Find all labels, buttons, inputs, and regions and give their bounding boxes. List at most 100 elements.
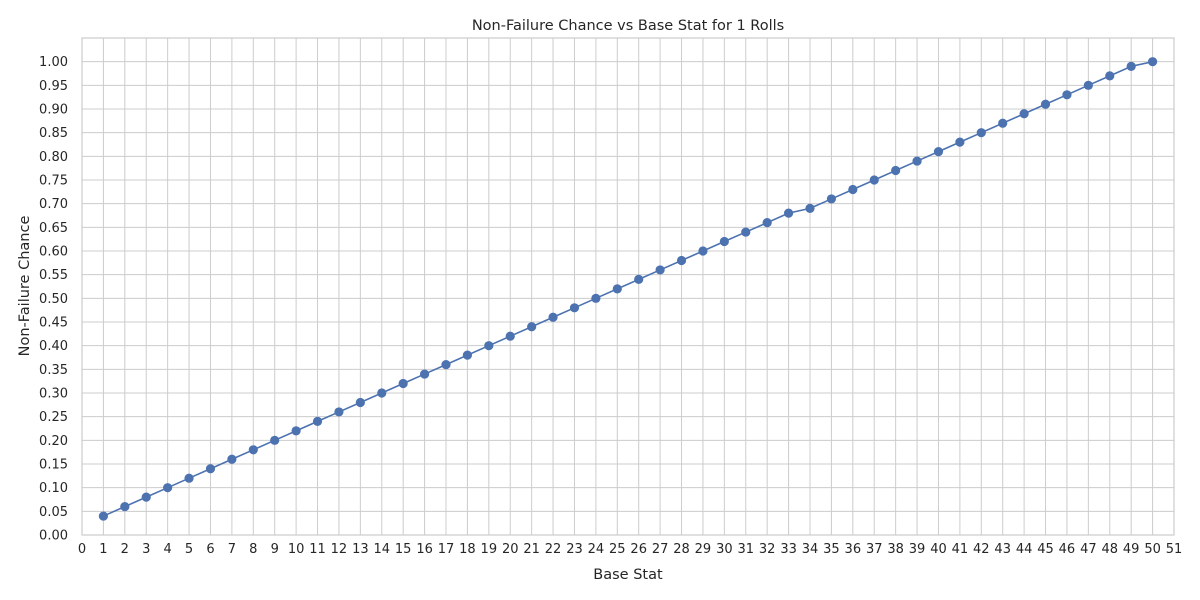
x-tick-label: 49 [1123,542,1140,557]
data-point [869,175,879,185]
data-point [1126,61,1136,71]
x-tick-label: 6 [206,542,214,557]
data-point [976,128,986,138]
x-tick-label: 12 [331,542,348,557]
data-point [270,435,280,445]
data-point [227,454,237,464]
y-tick-label: 0.85 [39,126,68,141]
y-tick-label: 0.50 [39,292,68,307]
x-tick-label: 19 [481,542,498,557]
data-point [312,416,323,426]
x-tick-label: 9 [271,542,279,557]
data-point [441,360,451,370]
y-tick-label: 0.40 [39,339,68,354]
y-tick-label: 0.65 [39,221,68,236]
x-tick-label: 51 [1166,542,1183,557]
data-point [248,445,258,455]
data-point [762,218,772,228]
y-tick-label: 0.55 [39,268,68,283]
x-tick-label: 5 [185,542,193,557]
x-tick-label: 8 [249,542,257,557]
data-point [1083,80,1093,90]
x-tick-label: 40 [930,542,947,557]
x-tick-label: 0 [78,542,86,557]
plot-area-frame [81,37,1175,536]
data-series [98,57,1158,521]
data-point [205,464,216,474]
y-axis-ticks: 0.00 0.05 0.10 0.15 0.20 0.25 0.30 0.35 0.40 0.45… [39,55,68,543]
x-tick-label: 30 [716,542,733,557]
data-point [377,388,387,398]
data-point [848,184,858,195]
y-tick-label: 0.15 [39,458,68,473]
data-point [120,502,130,512]
data-point [98,511,109,521]
data-point [955,137,965,147]
x-tick-label: 34 [802,542,819,557]
y-tick-label: 0.75 [39,174,68,189]
x-tick-label: 38 [887,542,904,557]
data-point [505,331,515,341]
grid-lines [81,38,1175,536]
x-tick-label: 33 [780,542,797,557]
data-point [163,483,173,493]
data-point [334,407,344,417]
data-point [291,426,301,436]
x-tick-label: 31 [737,542,754,557]
data-point [698,246,708,256]
x-tick-label: 47 [1080,542,1097,557]
data-point [527,322,537,332]
data-point [1147,57,1158,67]
y-tick-label: 0.20 [39,434,68,449]
y-tick-label: 0.10 [39,481,68,496]
x-tick-label: 16 [416,542,433,557]
chart-title: Non-Failure Chance vs Base Stat for 1 Ro… [472,18,784,34]
y-tick-label: 0.80 [39,150,68,165]
data-point [1105,71,1115,81]
data-point [783,208,794,218]
y-tick-label: 0.90 [39,103,68,118]
x-tick-label: 4 [164,542,172,557]
data-point [398,378,408,389]
x-tick-label: 2 [121,542,129,557]
x-tick-label: 35 [823,542,840,557]
data-point [891,165,901,176]
x-tick-label: 7 [228,542,236,557]
data-point [548,312,558,322]
x-tick-label: 29 [695,542,712,557]
x-tick-label: 50 [1144,542,1161,557]
data-point [933,147,944,157]
data-point [355,397,365,408]
data-point [141,492,151,502]
x-tick-label: 23 [566,542,583,557]
x-tick-label: 21 [523,542,540,557]
x-tick-label: 45 [1037,542,1054,557]
x-tick-label: 11 [309,542,326,557]
data-point [998,118,1008,128]
data-point [741,227,751,237]
data-point [612,284,622,294]
y-tick-label: 0.00 [39,529,68,544]
x-tick-label: 20 [502,542,519,557]
y-tick-label: 0.95 [39,79,68,94]
x-axis-label: Base Stat [593,567,663,583]
x-axis-ticks: 0 1 2 3 4 5 6 7 8 9 10 11 12 13 14 15 16 17 18 19 20 21 22 23 24… [78,542,1182,557]
x-tick-label: 22 [545,542,562,557]
data-point [1062,90,1072,100]
x-tick-label: 17 [438,542,455,557]
x-tick-label: 14 [373,542,390,557]
y-tick-label: 0.25 [39,410,68,425]
x-tick-label: 18 [459,542,476,557]
x-tick-label: 43 [994,542,1011,557]
data-point [419,369,430,379]
series-line [103,60,1153,517]
x-tick-label: 44 [1016,542,1033,557]
x-tick-label: 25 [609,542,626,557]
y-tick-label: 0.30 [39,387,68,402]
data-point [676,255,687,266]
data-point [826,194,837,204]
x-tick-label: 15 [395,542,412,557]
x-tick-label: 3 [142,542,150,557]
x-tick-label: 28 [673,542,690,557]
